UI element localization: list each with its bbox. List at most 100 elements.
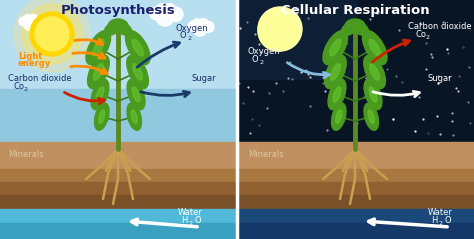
- Ellipse shape: [364, 79, 382, 110]
- Text: Water: Water: [428, 208, 453, 217]
- Text: Minerals: Minerals: [8, 150, 44, 159]
- Circle shape: [169, 7, 183, 22]
- Ellipse shape: [331, 103, 346, 130]
- Ellipse shape: [132, 87, 140, 102]
- Ellipse shape: [354, 23, 368, 35]
- Text: Carbon dioxide: Carbon dioxide: [8, 74, 72, 83]
- Text: Water: Water: [178, 208, 203, 217]
- Bar: [0, 195, 237, 211]
- Text: 2: 2: [260, 60, 264, 65]
- Text: 2: 2: [439, 221, 443, 226]
- Circle shape: [193, 22, 207, 36]
- Ellipse shape: [325, 55, 346, 89]
- Bar: [0, 182, 237, 197]
- Bar: [0, 209, 237, 229]
- Ellipse shape: [105, 23, 119, 35]
- Bar: [237, 169, 474, 184]
- Circle shape: [258, 11, 298, 51]
- Ellipse shape: [333, 87, 341, 102]
- Bar: [0, 223, 237, 239]
- Ellipse shape: [108, 19, 128, 33]
- Ellipse shape: [369, 87, 377, 102]
- Text: O: O: [180, 31, 187, 40]
- Bar: [0, 0, 237, 89]
- Bar: [237, 182, 474, 197]
- Text: H: H: [181, 216, 187, 225]
- Bar: [0, 195, 237, 211]
- Text: O: O: [445, 216, 452, 225]
- Ellipse shape: [336, 110, 342, 124]
- Bar: [0, 209, 237, 239]
- Circle shape: [30, 12, 74, 56]
- Ellipse shape: [363, 31, 387, 65]
- Circle shape: [199, 18, 209, 28]
- Ellipse shape: [364, 103, 378, 130]
- Ellipse shape: [94, 103, 109, 130]
- Text: Co: Co: [14, 82, 25, 91]
- Ellipse shape: [132, 39, 144, 56]
- Text: 2: 2: [188, 36, 192, 41]
- Ellipse shape: [92, 39, 104, 56]
- Ellipse shape: [127, 79, 145, 110]
- Ellipse shape: [126, 31, 150, 65]
- Bar: [237, 142, 474, 164]
- Ellipse shape: [99, 110, 105, 124]
- Bar: [0, 162, 237, 181]
- Circle shape: [33, 17, 43, 27]
- Ellipse shape: [88, 55, 109, 89]
- Circle shape: [150, 7, 162, 20]
- Circle shape: [22, 4, 82, 64]
- Bar: [237, 162, 474, 181]
- Ellipse shape: [323, 31, 347, 65]
- Text: Cellular Respiration: Cellular Respiration: [281, 4, 430, 17]
- Circle shape: [156, 8, 174, 26]
- Text: Co: Co: [416, 30, 427, 39]
- Bar: [237, 195, 474, 211]
- Bar: [237, 209, 474, 229]
- Circle shape: [188, 21, 198, 31]
- Ellipse shape: [96, 87, 104, 102]
- Ellipse shape: [127, 103, 141, 130]
- Ellipse shape: [368, 110, 374, 124]
- Circle shape: [29, 14, 38, 23]
- Ellipse shape: [133, 64, 143, 80]
- Ellipse shape: [370, 64, 380, 80]
- Ellipse shape: [117, 23, 131, 35]
- Bar: [237, 0, 357, 79]
- Bar: [237, 179, 474, 197]
- Bar: [237, 195, 474, 211]
- Text: Oxygen: Oxygen: [176, 24, 209, 33]
- Ellipse shape: [342, 23, 356, 35]
- Circle shape: [35, 17, 69, 51]
- Bar: [237, 0, 474, 144]
- Bar: [0, 169, 237, 184]
- Ellipse shape: [369, 39, 381, 56]
- Ellipse shape: [364, 55, 385, 89]
- Text: Carbon dioxide: Carbon dioxide: [408, 22, 472, 31]
- Circle shape: [155, 4, 167, 16]
- Bar: [0, 89, 237, 144]
- Circle shape: [258, 7, 302, 51]
- Circle shape: [14, 0, 90, 72]
- Ellipse shape: [86, 31, 110, 65]
- Bar: [237, 223, 474, 239]
- Circle shape: [24, 17, 36, 31]
- Bar: [0, 142, 237, 164]
- Text: Sugar: Sugar: [428, 74, 453, 83]
- Ellipse shape: [329, 39, 341, 56]
- Ellipse shape: [131, 110, 137, 124]
- Bar: [0, 179, 237, 197]
- Ellipse shape: [93, 64, 103, 80]
- Text: Oxygen: Oxygen: [248, 47, 281, 56]
- Text: energy: energy: [18, 59, 51, 68]
- Text: H: H: [431, 216, 438, 225]
- Circle shape: [163, 4, 176, 16]
- Text: Sugar: Sugar: [192, 74, 217, 83]
- Ellipse shape: [127, 55, 148, 89]
- Circle shape: [203, 21, 214, 33]
- Text: 2: 2: [24, 87, 28, 92]
- Text: Light: Light: [18, 52, 42, 61]
- Circle shape: [23, 15, 32, 23]
- Text: O: O: [195, 216, 201, 225]
- Text: Photosynthesis: Photosynthesis: [61, 4, 176, 17]
